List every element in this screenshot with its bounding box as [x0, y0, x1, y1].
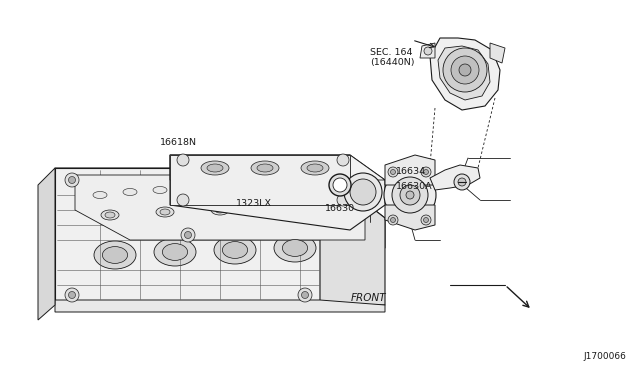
- Circle shape: [298, 288, 312, 302]
- Circle shape: [421, 167, 431, 177]
- Circle shape: [65, 173, 79, 187]
- Text: 16630: 16630: [325, 204, 355, 213]
- Ellipse shape: [207, 164, 223, 172]
- Polygon shape: [385, 155, 435, 185]
- Ellipse shape: [350, 179, 376, 205]
- Polygon shape: [170, 155, 385, 180]
- Circle shape: [424, 47, 432, 55]
- Ellipse shape: [183, 185, 197, 192]
- Circle shape: [68, 292, 76, 298]
- Ellipse shape: [257, 164, 273, 172]
- Circle shape: [65, 288, 79, 302]
- Ellipse shape: [274, 234, 316, 262]
- Polygon shape: [170, 155, 385, 230]
- Ellipse shape: [154, 238, 196, 266]
- Circle shape: [298, 173, 312, 187]
- Text: 16634: 16634: [396, 167, 426, 176]
- Ellipse shape: [251, 161, 279, 175]
- Text: FRONT: FRONT: [351, 294, 386, 303]
- Polygon shape: [385, 205, 435, 230]
- Ellipse shape: [392, 177, 428, 213]
- Ellipse shape: [160, 209, 170, 215]
- Ellipse shape: [201, 161, 229, 175]
- Circle shape: [451, 56, 479, 84]
- Circle shape: [177, 154, 189, 166]
- Polygon shape: [438, 46, 490, 100]
- Ellipse shape: [333, 178, 347, 192]
- Circle shape: [421, 215, 431, 225]
- Ellipse shape: [384, 169, 436, 221]
- Circle shape: [424, 218, 429, 222]
- Polygon shape: [55, 168, 320, 305]
- Polygon shape: [490, 43, 505, 63]
- Polygon shape: [430, 165, 480, 190]
- Ellipse shape: [344, 173, 382, 211]
- Circle shape: [443, 48, 487, 92]
- Ellipse shape: [163, 244, 188, 260]
- Ellipse shape: [400, 185, 420, 205]
- Polygon shape: [320, 168, 385, 305]
- Text: 1323LX: 1323LX: [236, 199, 271, 208]
- Polygon shape: [55, 168, 385, 248]
- Text: (16440N): (16440N): [370, 58, 415, 67]
- Ellipse shape: [156, 207, 174, 217]
- Ellipse shape: [214, 236, 256, 264]
- Circle shape: [337, 154, 349, 166]
- Circle shape: [459, 64, 471, 76]
- Circle shape: [301, 176, 308, 183]
- Circle shape: [454, 174, 470, 190]
- Circle shape: [390, 170, 396, 174]
- Ellipse shape: [213, 183, 227, 189]
- Ellipse shape: [282, 240, 308, 256]
- Polygon shape: [420, 43, 435, 58]
- Ellipse shape: [329, 174, 351, 196]
- Text: J1700066: J1700066: [583, 352, 626, 361]
- Circle shape: [388, 215, 398, 225]
- Polygon shape: [55, 300, 385, 312]
- Circle shape: [390, 218, 396, 222]
- Text: 16630A: 16630A: [396, 182, 432, 191]
- Ellipse shape: [307, 164, 323, 172]
- Polygon shape: [75, 175, 365, 240]
- Ellipse shape: [153, 186, 167, 193]
- Circle shape: [68, 176, 76, 183]
- Ellipse shape: [266, 202, 284, 212]
- Circle shape: [458, 178, 466, 186]
- Ellipse shape: [215, 207, 225, 213]
- Text: SEC. 164: SEC. 164: [370, 48, 412, 57]
- Circle shape: [184, 231, 191, 238]
- Circle shape: [177, 194, 189, 206]
- Ellipse shape: [94, 241, 136, 269]
- Ellipse shape: [211, 205, 229, 215]
- Ellipse shape: [105, 212, 115, 218]
- Ellipse shape: [301, 161, 329, 175]
- Ellipse shape: [101, 210, 119, 220]
- Ellipse shape: [406, 191, 414, 199]
- Polygon shape: [430, 38, 500, 110]
- Circle shape: [301, 292, 308, 298]
- Polygon shape: [38, 168, 55, 320]
- Circle shape: [181, 228, 195, 242]
- Circle shape: [388, 167, 398, 177]
- Ellipse shape: [223, 241, 248, 259]
- Polygon shape: [170, 155, 350, 205]
- Ellipse shape: [102, 247, 127, 263]
- Ellipse shape: [270, 204, 280, 210]
- Ellipse shape: [325, 217, 335, 223]
- Circle shape: [337, 194, 349, 206]
- Ellipse shape: [321, 215, 339, 225]
- Circle shape: [424, 170, 429, 174]
- Ellipse shape: [93, 192, 107, 199]
- Text: 16618N: 16618N: [160, 138, 197, 147]
- Ellipse shape: [123, 189, 137, 196]
